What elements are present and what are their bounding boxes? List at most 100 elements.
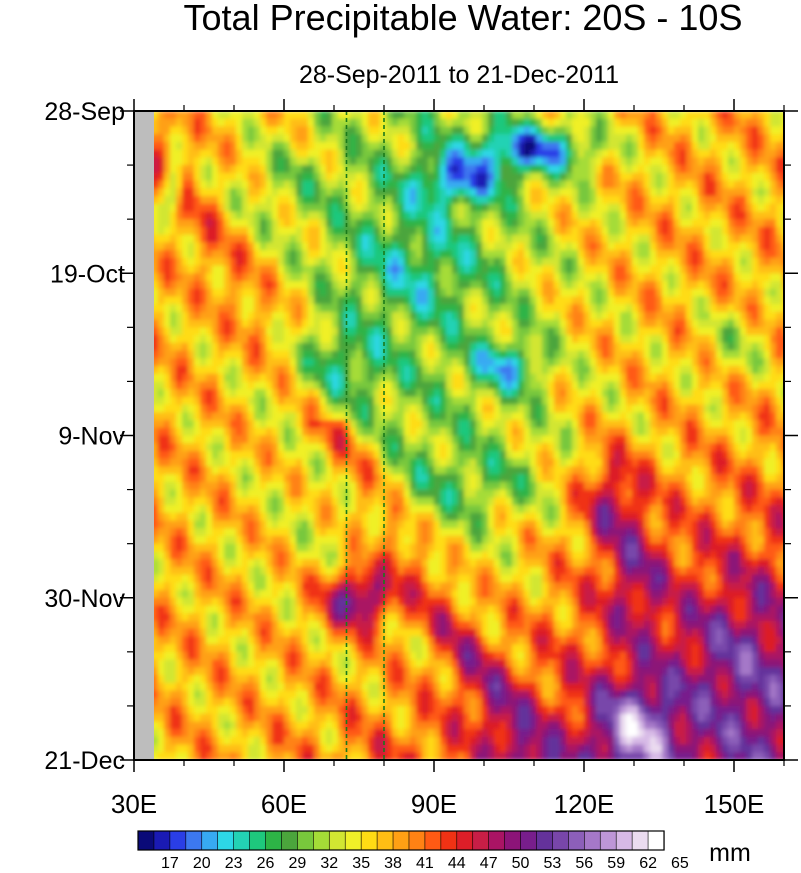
field-cell — [278, 134, 285, 143]
field-cell — [200, 705, 207, 715]
field-cell — [260, 335, 267, 344]
field-cell — [452, 265, 459, 274]
field-cell — [482, 172, 489, 182]
field-cell — [200, 219, 207, 228]
field-cell — [476, 226, 483, 236]
field-cell — [302, 373, 309, 383]
field-cell — [434, 435, 441, 444]
field-cell — [248, 250, 255, 259]
field-cell — [338, 574, 345, 583]
field-cell — [260, 644, 267, 653]
field-cell — [158, 466, 165, 475]
field-cell — [188, 528, 195, 537]
field-cell — [290, 226, 297, 236]
field-cell — [206, 505, 213, 514]
field-cell — [152, 659, 159, 668]
field-cell — [374, 744, 381, 753]
field-cell — [428, 234, 435, 243]
field-cell — [350, 721, 357, 730]
field-cell — [332, 435, 339, 444]
field-cell — [452, 373, 459, 383]
field-cell — [278, 497, 285, 506]
field-cell — [476, 149, 483, 158]
field-cell — [464, 721, 471, 730]
field-cell — [278, 319, 285, 328]
field-cell — [488, 219, 495, 228]
field-cell — [338, 304, 345, 313]
field-cell — [326, 412, 333, 421]
field-cell — [200, 226, 207, 236]
field-cell — [428, 620, 435, 630]
field-cell — [278, 582, 285, 591]
field-cell — [422, 505, 429, 514]
field-cell — [254, 481, 261, 491]
field-cell — [416, 389, 423, 398]
field-cell — [440, 157, 447, 166]
field-cell — [320, 280, 327, 290]
field-cell — [458, 420, 465, 429]
field-cell — [386, 327, 393, 336]
field-cell — [404, 736, 411, 746]
field-cell — [254, 721, 261, 730]
field-cell — [458, 566, 465, 576]
field-cell — [464, 257, 471, 267]
field-cell — [284, 582, 291, 591]
field-cell — [284, 118, 291, 128]
field-cell — [188, 111, 195, 120]
field-cell — [374, 443, 381, 452]
field-cell — [386, 234, 393, 243]
field-cell — [248, 474, 255, 483]
field-cell — [200, 342, 207, 352]
field-cell — [398, 481, 405, 491]
field-cell — [266, 381, 273, 390]
field-cell — [296, 381, 303, 390]
field-cell — [428, 535, 435, 545]
field-cell — [452, 141, 459, 151]
field-cell — [248, 211, 255, 220]
field-cell — [248, 528, 255, 537]
field-cell — [458, 543, 465, 552]
field-cell — [452, 705, 459, 715]
field-cell — [194, 288, 201, 298]
field-cell — [440, 605, 447, 614]
field-cell — [464, 381, 471, 390]
field-cell — [416, 620, 423, 630]
field-cell — [362, 651, 369, 661]
field-cell — [278, 389, 285, 398]
field-cell — [170, 698, 177, 707]
field-cell — [386, 296, 393, 305]
field-cell — [368, 489, 375, 498]
field-cell — [440, 705, 447, 715]
field-cell — [230, 497, 237, 506]
field-cell — [434, 195, 441, 205]
field-cell — [404, 335, 411, 344]
field-cell — [158, 134, 165, 143]
field-cell — [368, 226, 375, 236]
field-cell — [182, 551, 189, 560]
field-cell — [356, 535, 363, 545]
field-cell — [476, 705, 483, 715]
field-cell — [446, 126, 453, 135]
field-cell — [176, 590, 183, 599]
field-cell — [170, 203, 177, 213]
field-cell — [458, 729, 465, 738]
field-cell — [278, 335, 285, 344]
field-cell — [152, 257, 159, 267]
field-cell — [422, 450, 429, 460]
field-cell — [350, 690, 357, 699]
field-cell — [428, 211, 435, 220]
field-cell — [164, 304, 171, 313]
field-cell — [176, 420, 183, 429]
field-cell — [392, 628, 399, 637]
field-cell — [200, 412, 207, 421]
field-cell — [332, 713, 339, 722]
field-cell — [212, 188, 219, 197]
field-cell — [224, 466, 231, 475]
field-cell — [266, 698, 273, 707]
field-cell — [392, 644, 399, 653]
field-cell — [194, 559, 201, 568]
field-cell — [404, 396, 411, 406]
field-cell — [278, 149, 285, 158]
field-cell — [362, 420, 369, 429]
field-cell — [464, 327, 471, 336]
